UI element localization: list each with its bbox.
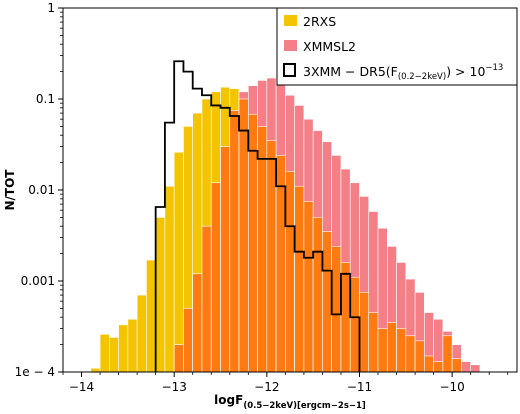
x-tick-label: −10: [439, 380, 464, 394]
bar-overlap: [220, 146, 231, 373]
bar-overlap: [183, 308, 194, 373]
legend-label-dr5-main: 3XMM − DR5(F: [303, 64, 398, 79]
bar-overlap: [285, 171, 295, 373]
bar-overlap: [386, 322, 397, 373]
bar-overlap: [368, 312, 379, 373]
bar-2rxs: [118, 324, 129, 373]
legend: 2RXS XMMSL2 3XMM − DR5(F(0.2−2keV)) > 10…: [276, 7, 518, 86]
x-tick-label: −14: [69, 380, 94, 394]
x-tick-label: −12: [254, 380, 279, 394]
bar-overlap: [433, 361, 444, 373]
bar-overlap: [405, 335, 416, 373]
bar-2rxs: [90, 367, 101, 373]
bar-2rxs: [109, 337, 119, 373]
bar-overlap: [340, 262, 351, 373]
bar-overlap: [275, 155, 286, 373]
legend-label-dr5-tail: ) > 10: [446, 64, 485, 79]
bar-2rxs: [136, 294, 147, 373]
bar-2rxs: [155, 217, 166, 373]
x-tick-label: −13: [162, 380, 187, 394]
bar-overlap: [359, 292, 370, 373]
bar-2rxs: [127, 318, 138, 373]
y-tick-label: 1e − 4: [15, 365, 55, 379]
bar-overlap: [303, 201, 314, 373]
y-tick-label: 0.001: [21, 274, 55, 288]
bar-xmmsl2: [461, 361, 471, 373]
bar-overlap: [266, 140, 277, 373]
histogram-bars: [90, 77, 481, 373]
legend-label-dr5-sup: −13: [485, 63, 503, 73]
bar-2rxs: [99, 333, 110, 373]
legend-label-dr5: 3XMM − DR5(F(0.2−2keV)) > 10−13: [303, 63, 503, 82]
legend-swatch-2rxs: [284, 15, 297, 26]
bar-overlap: [424, 355, 434, 373]
bar-overlap: [248, 113, 258, 373]
axis-ticks: −14 −13 −12 −11 −10 1 0.1 0.01 0.001 1e − 4: [15, 1, 509, 394]
legend-label-dr5-sub: (0.2−2keV): [398, 72, 446, 82]
bar-overlap: [396, 328, 407, 373]
y-tick-label: 0.1: [36, 92, 55, 106]
bar-overlap: [322, 231, 332, 373]
x-axis-title-sub: (0.5−2keV)[ergcm−2s−1]: [243, 401, 366, 411]
bar-overlap: [192, 273, 203, 373]
x-tick-label: −11: [347, 380, 372, 394]
x-axis-title-main: logF: [214, 393, 243, 407]
bar-overlap: [414, 340, 425, 373]
legend-swatch-xmmsl2: [284, 40, 297, 51]
dr5-step-outline: [154, 60, 361, 372]
bar-overlap: [229, 110, 240, 373]
bar-overlap: [238, 98, 249, 373]
legend-swatch-dr5: [283, 63, 296, 77]
legend-box: [276, 7, 518, 86]
y-axis-title: N/TOT: [3, 169, 17, 211]
x-axis-title: logF(0.5−2keV)[ergcm−2s−1]: [214, 393, 366, 411]
bar-overlap: [331, 246, 342, 373]
bar-overlap: [210, 182, 221, 373]
bar-overlap: [377, 328, 388, 373]
y-tick-label: 1: [47, 1, 55, 15]
bar-overlap: [312, 217, 323, 373]
bar-2rxs: [173, 151, 184, 373]
bar-2rxs: [164, 185, 175, 373]
legend-label-xmmsl2: XMMSL2: [303, 39, 356, 54]
y-tick-label: 0.01: [28, 183, 55, 197]
bar-2rxs: [146, 259, 156, 373]
bar-overlap: [294, 185, 305, 373]
legend-label-2rxs: 2RXS: [303, 14, 336, 29]
bar-overlap: [257, 126, 268, 373]
dr5-step-line: [154, 60, 361, 372]
bar-overlap: [442, 335, 453, 373]
bar-xmmsl2: [470, 364, 481, 373]
bar-overlap: [349, 276, 360, 373]
bar-overlap: [173, 344, 184, 373]
bar-overlap: [201, 225, 212, 373]
bar-overlap: [451, 358, 462, 373]
